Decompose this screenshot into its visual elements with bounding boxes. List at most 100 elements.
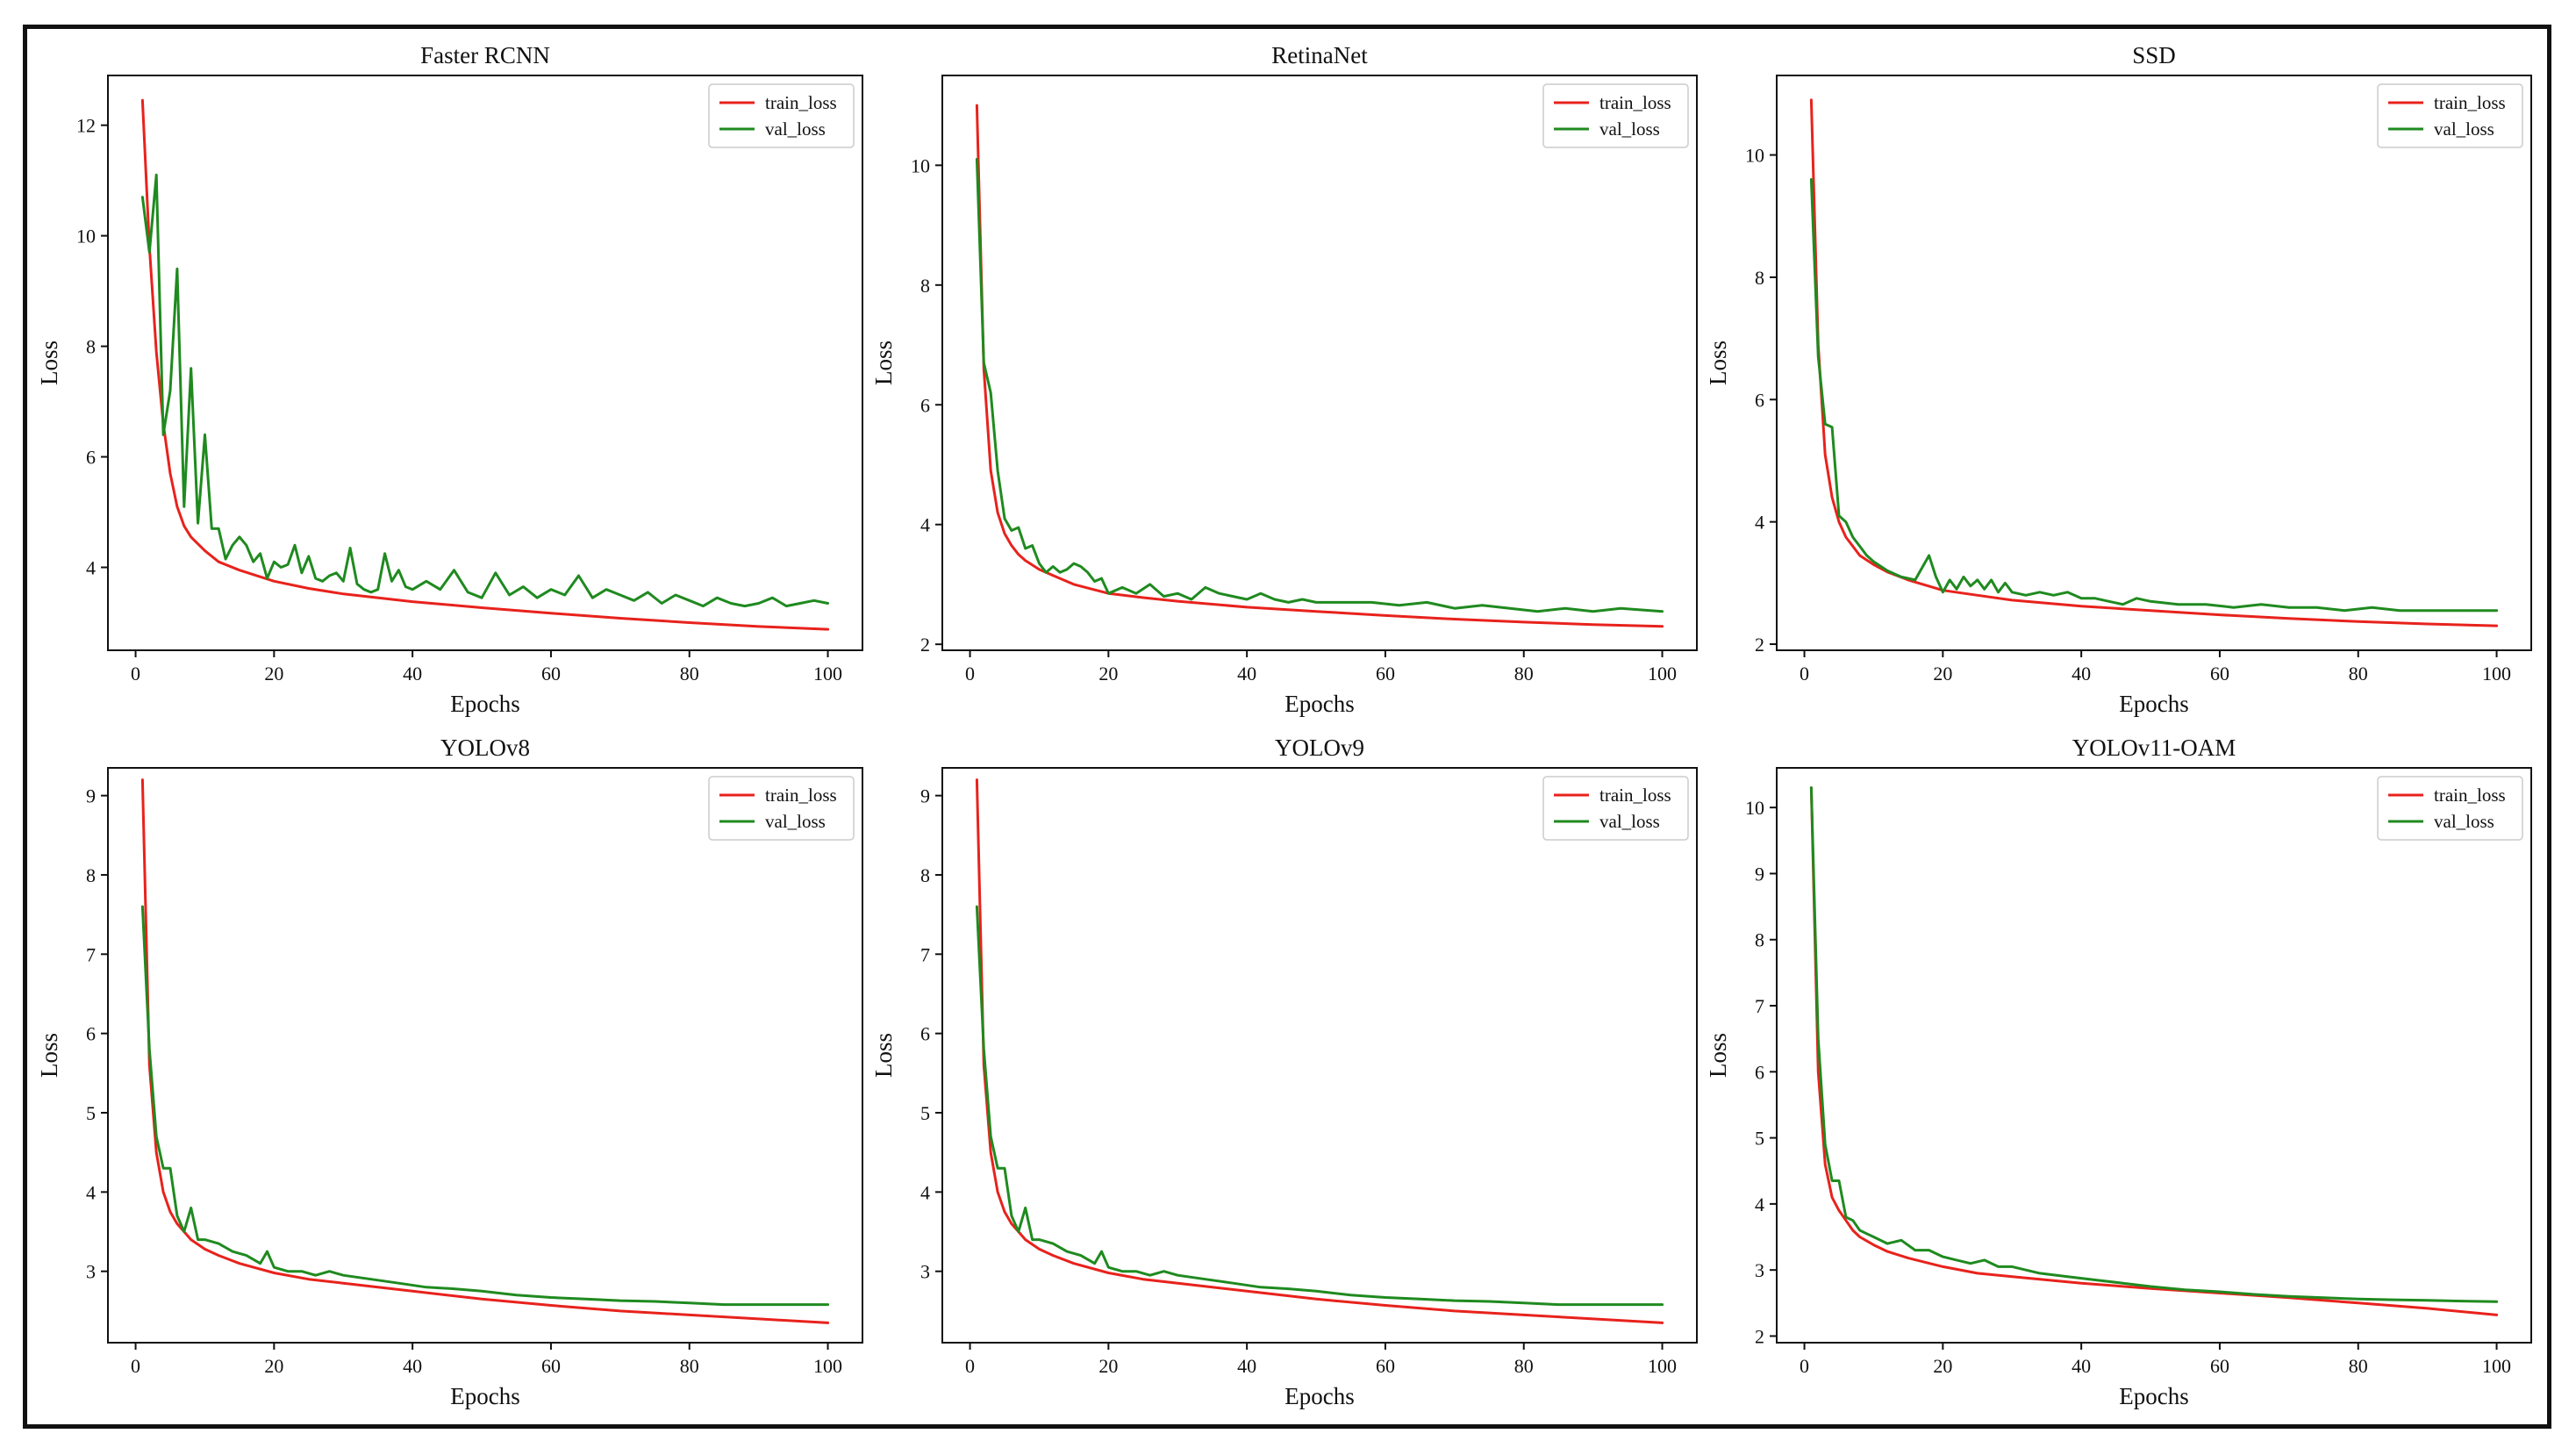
legend-label-train-loss: train_loss bbox=[1599, 785, 1671, 806]
y-tick-label: 4 bbox=[920, 1181, 930, 1203]
y-tick-label: 3 bbox=[86, 1261, 96, 1283]
y-tick-label: 7 bbox=[1755, 995, 1764, 1017]
x-tick-label: 100 bbox=[1648, 1355, 1677, 1377]
y-tick-label: 9 bbox=[1755, 863, 1764, 885]
y-tick-label: 3 bbox=[920, 1261, 930, 1283]
x-tick-label: 80 bbox=[2349, 663, 2368, 684]
series-line-train-loss bbox=[975, 104, 1664, 628]
series-line-val-loss bbox=[1809, 786, 2499, 1303]
chart-panel-3: 0 20 40 60 80 100 2 4 6 8 10 SSD Epochs Loss train_los… bbox=[1705, 42, 2532, 717]
legend-box bbox=[708, 83, 855, 148]
x-tick-label: 100 bbox=[1648, 663, 1677, 684]
series-line-val-loss bbox=[975, 158, 1664, 613]
series-line-val-loss bbox=[975, 905, 1664, 1307]
x-tick-label: 20 bbox=[264, 1355, 283, 1377]
y-tick-label: 2 bbox=[1755, 634, 1764, 656]
x-axis-label: Epochs bbox=[1284, 691, 1354, 717]
x-tick-label: 20 bbox=[1098, 663, 1118, 684]
x-tick-label: 20 bbox=[1098, 1355, 1118, 1377]
y-tick-label: 5 bbox=[920, 1102, 930, 1124]
y-tick-label: 8 bbox=[920, 275, 930, 297]
y-tick-label: 6 bbox=[86, 1023, 96, 1045]
x-tick-label: 100 bbox=[2482, 1355, 2511, 1377]
legend-label-train-loss: train_loss bbox=[1599, 92, 1671, 113]
y-tick-label: 6 bbox=[1755, 389, 1764, 411]
legend-box bbox=[2377, 83, 2523, 148]
y-axis-label: Loss bbox=[870, 340, 897, 385]
x-axis-label: Epochs bbox=[2119, 691, 2188, 717]
chart-panel-1: 0 20 40 60 80 100 4 6 8 10 12 Faster RCNN Epochs Loss… bbox=[36, 42, 863, 717]
chart-title: YOLOv11-OAM bbox=[2072, 735, 2236, 761]
y-tick-label: 5 bbox=[86, 1102, 96, 1124]
x-tick-label: 0 bbox=[131, 663, 140, 684]
legend-label-val-loss: val_loss bbox=[1599, 118, 1660, 140]
chart-panel-2: 0 20 40 60 80 100 2 4 6 8 10 RetinaNet Epochs Loss tra… bbox=[870, 42, 1698, 717]
x-tick-label: 80 bbox=[1514, 663, 1534, 684]
legend-label-train-loss: train_loss bbox=[2434, 785, 2506, 806]
x-tick-label: 80 bbox=[1514, 1355, 1534, 1377]
legend: train_loss val_loss bbox=[2377, 776, 2523, 841]
x-tick-label: 60 bbox=[2210, 1355, 2229, 1377]
y-tick-label: 8 bbox=[920, 864, 930, 886]
x-tick-label: 40 bbox=[1237, 1355, 1256, 1377]
y-axis-label: Loss bbox=[36, 340, 62, 385]
y-tick-label: 7 bbox=[920, 943, 930, 965]
x-tick-label: 20 bbox=[1933, 663, 1952, 684]
y-tick-label: 6 bbox=[86, 447, 96, 469]
y-tick-label: 12 bbox=[76, 115, 96, 137]
x-tick-label: 100 bbox=[813, 1355, 842, 1377]
x-tick-label: 80 bbox=[680, 1355, 699, 1377]
axes-frame bbox=[107, 75, 863, 651]
legend-label-val-loss: val_loss bbox=[2434, 811, 2494, 832]
series-line-train-loss bbox=[1809, 98, 2499, 627]
y-tick-label: 7 bbox=[86, 943, 96, 965]
y-tick-label: 10 bbox=[1745, 145, 1764, 167]
x-tick-label: 80 bbox=[680, 663, 699, 684]
series-line-train-loss bbox=[140, 778, 830, 1324]
series-line-val-loss bbox=[140, 173, 830, 608]
legend: train_loss val_loss bbox=[1542, 776, 1689, 841]
axes-frame bbox=[1776, 75, 2532, 651]
y-axis-label: Loss bbox=[1705, 340, 1731, 385]
legend-box bbox=[2377, 776, 2523, 841]
y-tick-label: 8 bbox=[86, 864, 96, 886]
x-tick-label: 100 bbox=[2482, 663, 2511, 684]
x-tick-label: 0 bbox=[1800, 663, 1809, 684]
y-axis-label: Loss bbox=[36, 1033, 62, 1078]
legend-label-train-loss: train_loss bbox=[765, 785, 837, 806]
chart-panel-6: 0 20 40 60 80 100 2 3 4 5 6 7 8 9 10 YOLOv11-OAM Epochs L… bbox=[1705, 735, 2532, 1409]
legend-label-train-loss: train_loss bbox=[765, 92, 837, 113]
y-tick-label: 5 bbox=[1755, 1128, 1764, 1150]
y-tick-label: 6 bbox=[1755, 1061, 1764, 1083]
chart-panel-4: 0 20 40 60 80 100 3 4 5 6 7 8 9 YOLOv8 Epochs Loss train… bbox=[36, 735, 863, 1409]
y-tick-label: 10 bbox=[76, 226, 96, 247]
legend: train_loss val_loss bbox=[2377, 83, 2523, 148]
x-tick-label: 60 bbox=[2210, 663, 2229, 684]
y-tick-label: 2 bbox=[920, 634, 930, 656]
x-axis-label: Epochs bbox=[450, 1383, 519, 1409]
legend: train_loss val_loss bbox=[708, 776, 855, 841]
y-tick-label: 8 bbox=[1755, 929, 1764, 951]
y-tick-label: 2 bbox=[1755, 1325, 1764, 1347]
axes-frame bbox=[941, 767, 1698, 1344]
x-tick-label: 60 bbox=[1376, 1355, 1395, 1377]
y-axis-label: Loss bbox=[870, 1033, 897, 1078]
x-tick-label: 40 bbox=[1237, 663, 1256, 684]
x-tick-label: 40 bbox=[2072, 663, 2091, 684]
chart-title: SSD bbox=[2132, 42, 2176, 68]
axes-frame bbox=[107, 767, 863, 1344]
y-tick-label: 4 bbox=[86, 557, 96, 579]
chart-title: RetinaNet bbox=[1271, 42, 1368, 68]
y-tick-label: 4 bbox=[86, 1181, 96, 1203]
legend-label-train-loss: train_loss bbox=[2434, 92, 2506, 113]
x-tick-label: 40 bbox=[403, 1355, 422, 1377]
y-tick-label: 3 bbox=[1755, 1259, 1764, 1281]
y-axis-label: Loss bbox=[1705, 1033, 1731, 1078]
chart-title: YOLOv9 bbox=[1275, 735, 1364, 761]
chart-panel-5: 0 20 40 60 80 100 3 4 5 6 7 8 9 YOLOv9 Epochs Loss train… bbox=[870, 735, 1698, 1409]
x-tick-label: 0 bbox=[1800, 1355, 1809, 1377]
legend-box bbox=[1542, 776, 1689, 841]
axes-frame bbox=[1776, 767, 2532, 1344]
x-axis-label: Epochs bbox=[450, 691, 519, 717]
